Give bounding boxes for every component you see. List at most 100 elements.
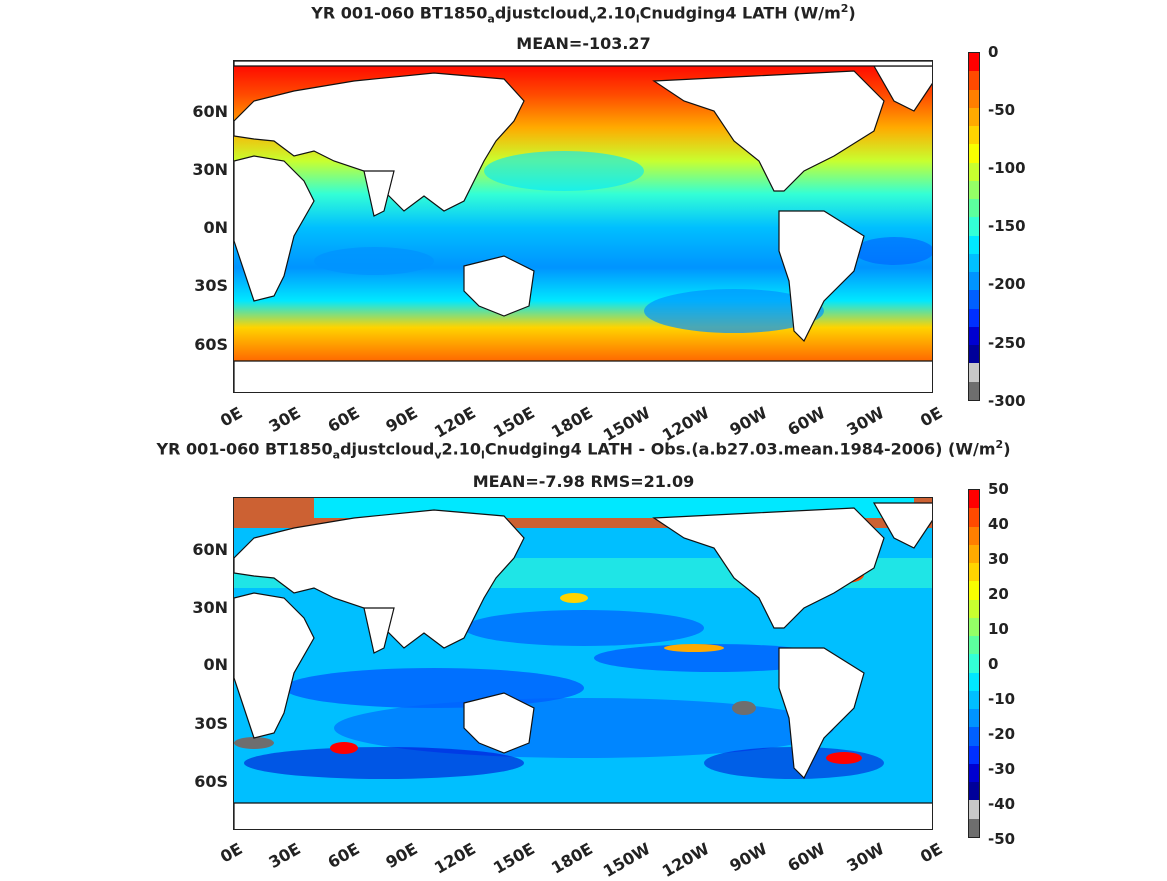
colorbar-swatch xyxy=(969,272,979,291)
colorbar-swatch xyxy=(969,672,979,691)
title-sup: 2 xyxy=(995,438,1004,451)
x-tick-label: 0E xyxy=(216,403,246,431)
colorbar-tick: 0 xyxy=(988,43,999,61)
x-tick-label: 0E xyxy=(916,839,946,867)
y-tick-label: 60N xyxy=(192,540,228,559)
colorbar-swatch xyxy=(969,782,979,801)
y-tick-label: 60S xyxy=(194,772,228,791)
colorbar-swatch xyxy=(969,381,979,400)
colorbar-swatch xyxy=(969,763,979,782)
colorbar-swatch xyxy=(969,326,979,345)
colorbar-swatch xyxy=(969,599,979,618)
y-tick-label: 30N xyxy=(192,160,228,179)
x-tick-label: 60E xyxy=(324,403,363,437)
title-sub: v xyxy=(589,12,597,26)
x-tick-label: 120E xyxy=(430,839,479,878)
colorbar-tick: -50 xyxy=(988,830,1016,848)
colorbar-swatch xyxy=(969,162,979,181)
colorbar-swatch xyxy=(969,800,979,819)
colorbar-tick: -10 xyxy=(988,690,1016,708)
colorbar-swatch xyxy=(969,89,979,108)
colorbar-swatch xyxy=(969,581,979,600)
panel2-field xyxy=(234,498,932,829)
x-tick-label: 30W xyxy=(843,839,888,876)
panel1-title: YR 001-060 BT1850adjustcloudv2.10lCnudgi… xyxy=(0,2,1167,26)
colorbar-swatch xyxy=(969,126,979,145)
x-tick-label: 30W xyxy=(843,403,888,440)
colorbar-tick: -300 xyxy=(988,392,1026,410)
title-text: YR 001-060 BT1850 xyxy=(311,3,488,23)
title-sub: a xyxy=(332,448,341,462)
x-tick-label: 150E xyxy=(489,839,538,878)
colorbar-swatch xyxy=(969,490,979,509)
colorbar-swatch xyxy=(969,180,979,199)
colorbar-swatch xyxy=(969,727,979,746)
x-tick-label: 150E xyxy=(489,403,538,442)
x-tick-label: 90W xyxy=(726,839,771,876)
x-tick-label: 180E xyxy=(547,403,596,442)
colorbar-swatch xyxy=(969,709,979,728)
colorbar-swatch xyxy=(969,71,979,90)
colorbar-swatch xyxy=(969,563,979,582)
x-tick-label: 180E xyxy=(547,839,596,878)
colorbar-tick: 40 xyxy=(988,515,1009,533)
title-text: 2.10 xyxy=(441,439,482,459)
colorbar-swatch xyxy=(969,526,979,545)
y-tick-label: 30S xyxy=(194,714,228,733)
x-tick-label: 30E xyxy=(265,403,304,437)
panel1-colorbar xyxy=(968,52,980,401)
colorbar-tick: -200 xyxy=(988,275,1026,293)
colorbar-swatch xyxy=(969,253,979,272)
x-tick-label: 0E xyxy=(916,403,946,431)
title-text: Cnudging4 LATH (W/m xyxy=(639,3,841,23)
title-text: ) xyxy=(848,3,856,23)
colorbar-tick: -40 xyxy=(988,795,1016,813)
x-tick-label: 0E xyxy=(216,839,246,867)
y-tick-label: 0N xyxy=(203,655,228,674)
title-text: djustcloud xyxy=(340,439,435,459)
colorbar-tick: -20 xyxy=(988,725,1016,743)
colorbar-swatch xyxy=(969,363,979,382)
colorbar-swatch xyxy=(969,508,979,527)
panel2-stats: MEAN=-7.98 RMS=21.09 xyxy=(472,472,695,491)
colorbar-swatch xyxy=(969,199,979,218)
colorbar-tick: 50 xyxy=(988,480,1009,498)
panel2-colorbar xyxy=(968,489,980,838)
colorbar-swatch xyxy=(969,745,979,764)
title-text: ) xyxy=(1003,439,1011,459)
title-text: YR 001-060 BT1850 xyxy=(156,439,333,459)
panel2-map xyxy=(233,497,933,830)
x-tick-label: 120E xyxy=(430,403,479,442)
colorbar-tick: -150 xyxy=(988,217,1026,235)
colorbar-swatch xyxy=(969,544,979,563)
y-tick-label: 60S xyxy=(194,335,228,354)
colorbar-tick: -250 xyxy=(988,334,1026,352)
colorbar-tick: -100 xyxy=(988,159,1026,177)
colorbar-tick: -50 xyxy=(988,101,1016,119)
panel1-field xyxy=(234,61,932,392)
colorbar-tick: 20 xyxy=(988,585,1009,603)
title-text: Cnudging4 LATH - Obs.(a.b27.03.mean.1984… xyxy=(484,439,996,459)
y-tick-label: 30S xyxy=(194,276,228,295)
x-tick-label: 30E xyxy=(265,839,304,873)
colorbar-swatch xyxy=(969,107,979,126)
colorbar-swatch xyxy=(969,217,979,236)
colorbar-tick: -30 xyxy=(988,760,1016,778)
colorbar-tick: 0 xyxy=(988,655,999,673)
colorbar-swatch xyxy=(969,818,979,837)
title-text: 2.10 xyxy=(596,3,636,23)
colorbar-swatch xyxy=(969,290,979,309)
panel2-title: YR 001-060 BT1850adjustcloudv2.10lCnudgi… xyxy=(0,438,1167,462)
y-tick-label: 0N xyxy=(203,218,228,237)
colorbar-swatch xyxy=(969,636,979,655)
x-tick-label: 90E xyxy=(382,839,421,873)
panel1-mean: MEAN=-103.27 xyxy=(516,34,651,53)
colorbar-swatch xyxy=(969,617,979,636)
colorbar-swatch xyxy=(969,235,979,254)
title-sub: a xyxy=(487,12,495,26)
colorbar-tick: 30 xyxy=(988,550,1009,568)
title-sub: l xyxy=(635,12,640,26)
colorbar-swatch xyxy=(969,144,979,163)
panel1-map xyxy=(233,60,933,393)
colorbar-swatch xyxy=(969,345,979,364)
